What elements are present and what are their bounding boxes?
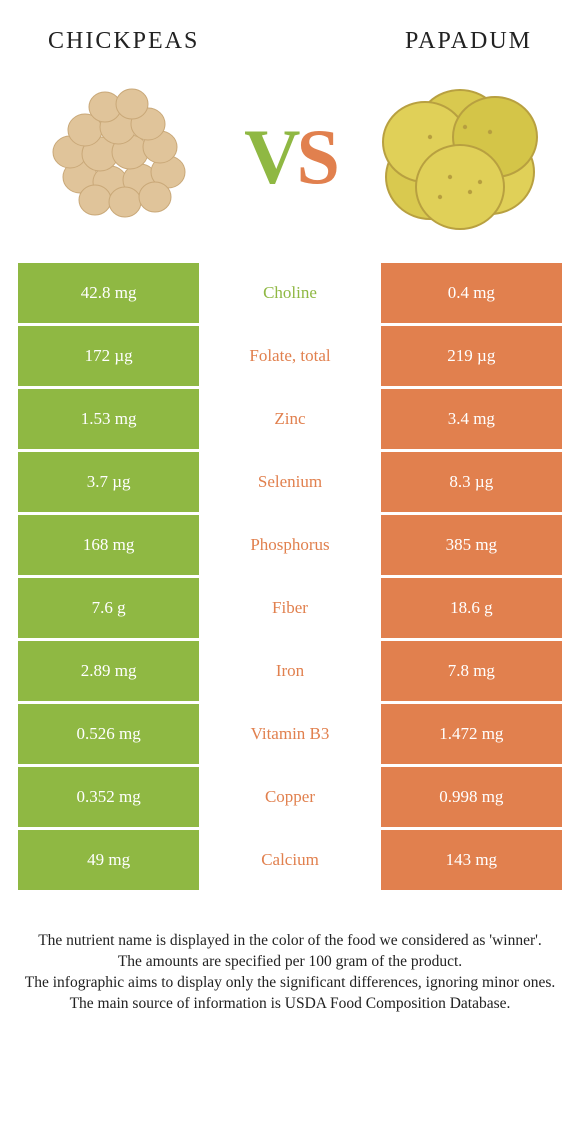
table-row: 0.352 mgCopper0.998 mg [18, 767, 562, 827]
right-value-cell: 385 mg [381, 515, 562, 575]
table-row: 172 µgFolate, total219 µg [18, 326, 562, 386]
footer-line: The nutrient name is displayed in the co… [24, 931, 556, 952]
right-food-title: PAPADUM [290, 28, 540, 55]
nutrient-label-cell: Copper [199, 767, 380, 827]
vs-s: S [296, 112, 335, 202]
left-value-cell: 3.7 µg [18, 452, 199, 512]
table-row: 49 mgCalcium143 mg [18, 830, 562, 890]
footer-line: The amounts are specified per 100 gram o… [24, 952, 556, 973]
right-value-cell: 18.6 g [381, 578, 562, 638]
left-value-cell: 0.526 mg [18, 704, 199, 764]
right-value-cell: 3.4 mg [381, 389, 562, 449]
nutrient-table: 42.8 mgCholine0.4 mg172 µgFolate, total2… [0, 263, 580, 890]
nutrient-label-cell: Choline [199, 263, 380, 323]
right-value-cell: 0.998 mg [381, 767, 562, 827]
right-value-cell: 8.3 µg [381, 452, 562, 512]
right-value-cell: 1.472 mg [381, 704, 562, 764]
vs-v: V [244, 112, 296, 202]
table-row: 1.53 mgZinc3.4 mg [18, 389, 562, 449]
images-row: VS [0, 63, 580, 263]
right-value-cell: 0.4 mg [381, 263, 562, 323]
left-value-cell: 168 mg [18, 515, 199, 575]
footer-notes: The nutrient name is displayed in the co… [0, 893, 580, 1015]
nutrient-label-cell: Calcium [199, 830, 380, 890]
left-value-cell: 2.89 mg [18, 641, 199, 701]
table-row: 42.8 mgCholine0.4 mg [18, 263, 562, 323]
table-row: 0.526 mgVitamin B31.472 mg [18, 704, 562, 764]
left-food-title: CHICKPEAS [40, 28, 290, 55]
right-value-cell: 143 mg [381, 830, 562, 890]
nutrient-label-cell: Vitamin B3 [199, 704, 380, 764]
header-row: CHICKPEAS PAPADUM [0, 0, 580, 63]
left-value-cell: 42.8 mg [18, 263, 199, 323]
nutrient-label-cell: Phosphorus [199, 515, 380, 575]
right-value-cell: 219 µg [381, 326, 562, 386]
table-row: 7.6 gFiber18.6 g [18, 578, 562, 638]
table-row: 168 mgPhosphorus385 mg [18, 515, 562, 575]
papadum-image [370, 77, 550, 237]
vs-label: VS [244, 112, 336, 202]
left-value-cell: 49 mg [18, 830, 199, 890]
nutrient-label-cell: Folate, total [199, 326, 380, 386]
footer-line: The infographic aims to display only the… [24, 973, 556, 994]
nutrient-label-cell: Selenium [199, 452, 380, 512]
table-row: 2.89 mgIron7.8 mg [18, 641, 562, 701]
left-value-cell: 1.53 mg [18, 389, 199, 449]
nutrient-label-cell: Iron [199, 641, 380, 701]
chickpeas-image [30, 77, 210, 237]
nutrient-label-cell: Fiber [199, 578, 380, 638]
left-value-cell: 172 µg [18, 326, 199, 386]
table-row: 3.7 µgSelenium8.3 µg [18, 452, 562, 512]
right-value-cell: 7.8 mg [381, 641, 562, 701]
footer-line: The main source of information is USDA F… [24, 994, 556, 1015]
nutrient-label-cell: Zinc [199, 389, 380, 449]
left-value-cell: 7.6 g [18, 578, 199, 638]
left-value-cell: 0.352 mg [18, 767, 199, 827]
